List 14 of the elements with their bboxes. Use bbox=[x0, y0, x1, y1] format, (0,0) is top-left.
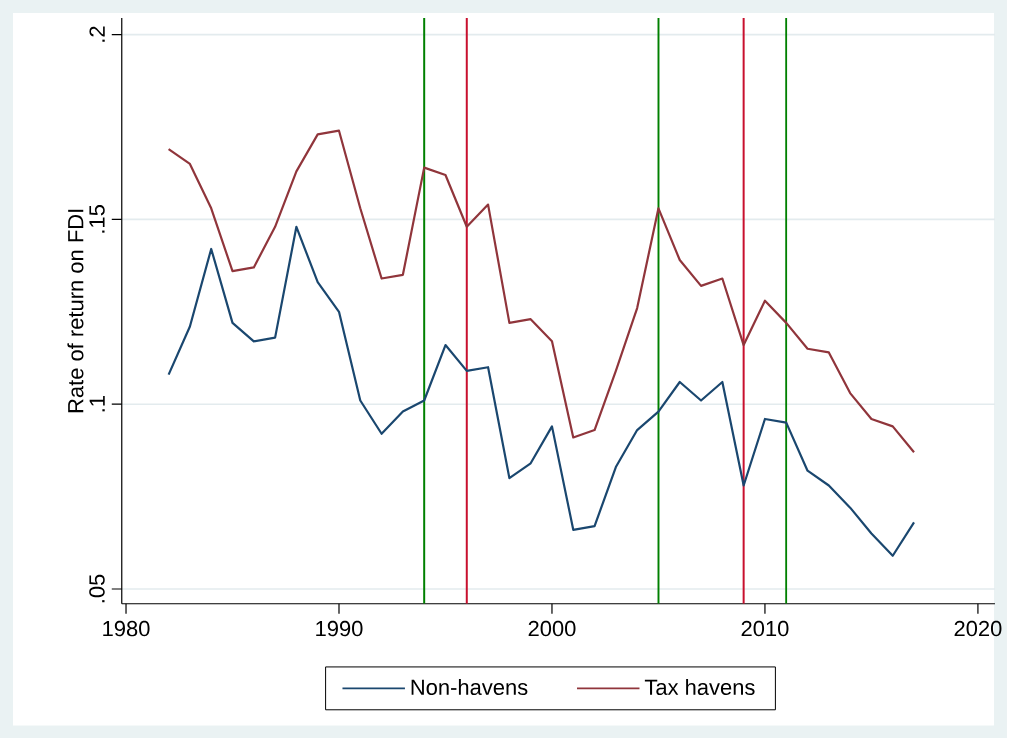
x-tick-label: 2020 bbox=[954, 620, 1002, 637]
y-tick-label: .05 bbox=[89, 574, 105, 602]
y-axis-title: Rate of return on FDI bbox=[67, 209, 84, 412]
y-tick-label: .2 bbox=[89, 26, 105, 42]
y-tick-label: .15 bbox=[89, 204, 105, 233]
y-tick-label: .1 bbox=[89, 395, 105, 412]
x-tick-label: 2010 bbox=[741, 620, 789, 637]
legend-label: Tax havens bbox=[644, 678, 755, 695]
legend-label: Non-havens bbox=[411, 678, 528, 695]
x-tick-label: 2000 bbox=[528, 620, 576, 637]
x-tick-label: 1980 bbox=[103, 620, 150, 637]
x-tick-label: 1990 bbox=[316, 620, 363, 637]
line-series bbox=[167, 129, 916, 454]
line-series bbox=[167, 225, 916, 557]
